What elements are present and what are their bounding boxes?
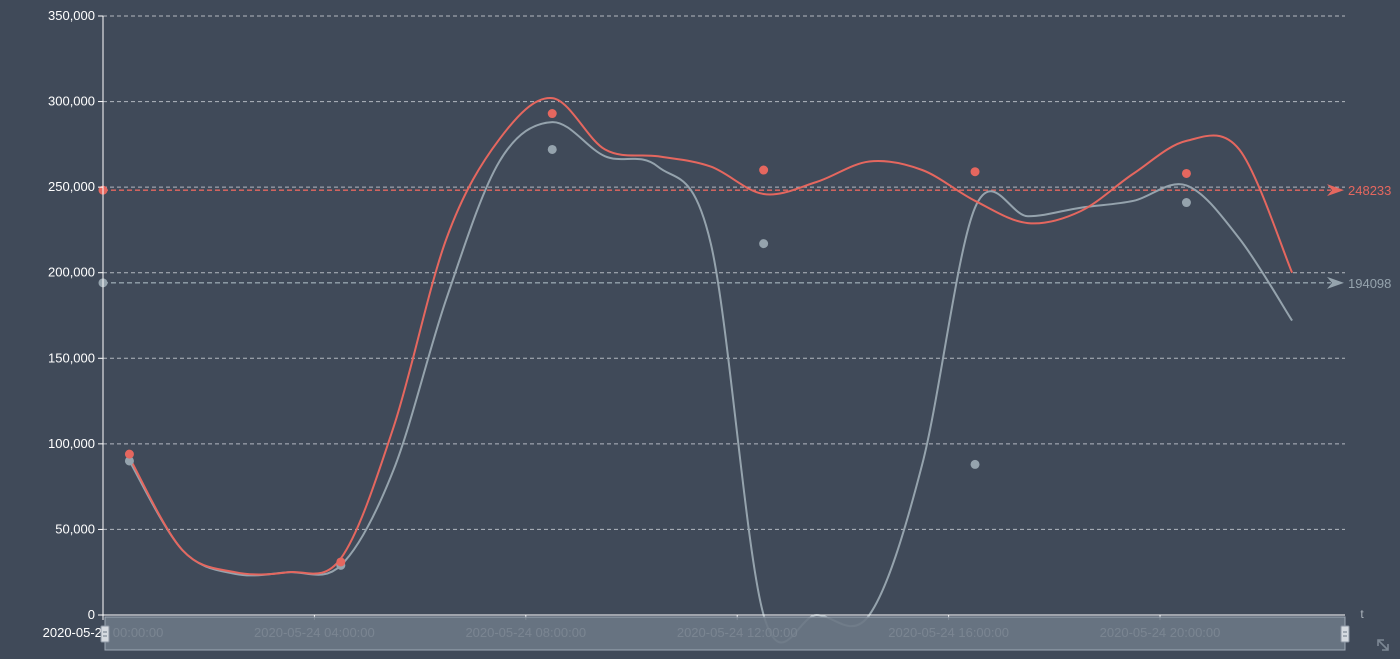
y-tick-label: 250,000 bbox=[48, 179, 95, 194]
axes: 0 50,000 100,000 150,000 200,000 250,000 300,0… bbox=[43, 8, 1365, 640]
y-tick-label: 200,000 bbox=[48, 265, 95, 280]
zoom-handle-right[interactable] bbox=[1340, 625, 1350, 643]
data-point-marker-1 bbox=[759, 239, 769, 249]
data-point-marker-0 bbox=[970, 167, 980, 177]
average-line-arrow-1 bbox=[1327, 276, 1344, 289]
average-line-label-0: 248233 bbox=[1348, 183, 1391, 198]
data-zoom-slider[interactable] bbox=[100, 616, 1389, 651]
y-tick-label: 0 bbox=[88, 607, 95, 622]
zoom-slider-track[interactable] bbox=[104, 616, 1346, 651]
data-point-marker-1 bbox=[1181, 198, 1191, 208]
y-tick-label: 100,000 bbox=[48, 436, 95, 451]
data-point-marker-1 bbox=[547, 144, 557, 154]
y-tick-label: 50,000 bbox=[55, 521, 95, 536]
average-line-label-1: 194098 bbox=[1348, 276, 1391, 291]
markers-group bbox=[98, 109, 1191, 570]
average-lines: 194098 248233 bbox=[103, 183, 1391, 291]
series-line-1 bbox=[128, 121, 1293, 644]
average-line-arrow-0 bbox=[1327, 184, 1344, 197]
y-tick-label: 300,000 bbox=[48, 94, 95, 109]
series-line-0 bbox=[128, 97, 1294, 576]
data-point-marker-0 bbox=[124, 449, 134, 459]
data-point-marker-0 bbox=[759, 165, 769, 175]
resize-corner-icon bbox=[1377, 639, 1389, 651]
data-point-marker-0 bbox=[547, 109, 557, 119]
series-group bbox=[128, 97, 1294, 644]
data-point-marker-0 bbox=[336, 557, 346, 567]
data-point-marker-0 bbox=[1181, 168, 1191, 178]
zoom-handle-left[interactable] bbox=[100, 625, 110, 643]
data-point-marker-1 bbox=[970, 459, 980, 469]
y-tick-label: 350,000 bbox=[48, 8, 95, 23]
y-tick-label: 150,000 bbox=[48, 350, 95, 365]
x-axis-name: t bbox=[1360, 607, 1364, 621]
grid-lines bbox=[103, 15, 1345, 530]
